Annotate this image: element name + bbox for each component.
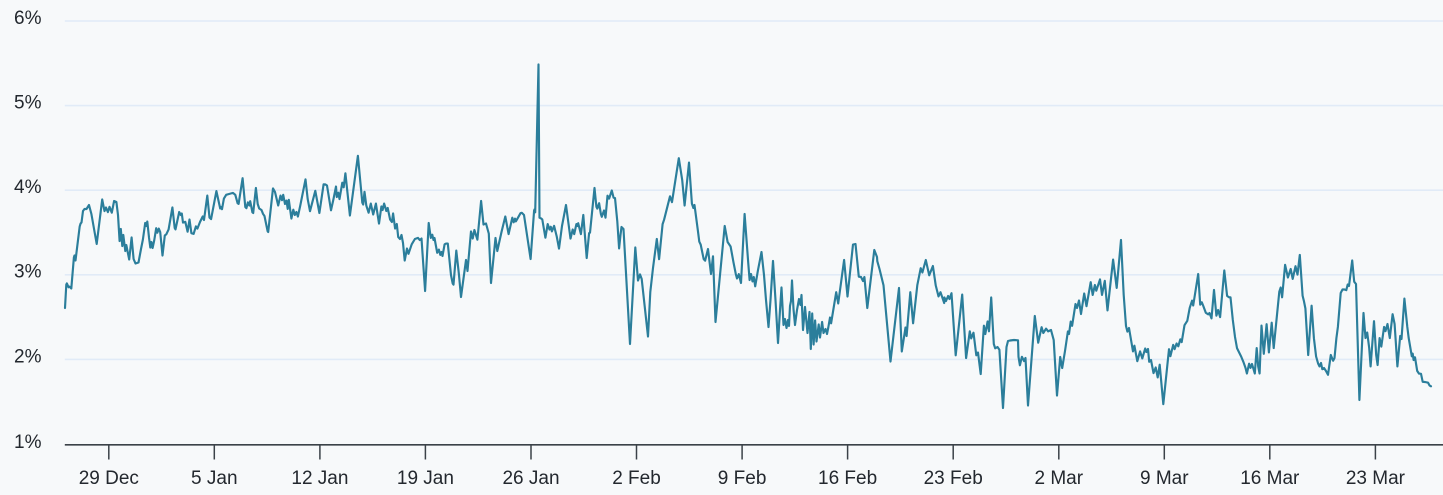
svg-text:2 Mar: 2 Mar: [1035, 468, 1084, 489]
svg-text:3%: 3%: [14, 262, 42, 283]
svg-text:1%: 1%: [14, 432, 42, 453]
svg-text:12 Jan: 12 Jan: [291, 468, 348, 489]
svg-text:6%: 6%: [14, 8, 42, 29]
svg-text:23 Mar: 23 Mar: [1346, 468, 1406, 489]
svg-text:16 Mar: 16 Mar: [1240, 468, 1300, 489]
svg-text:9 Mar: 9 Mar: [1140, 468, 1189, 489]
svg-text:9 Feb: 9 Feb: [718, 468, 767, 489]
svg-text:16 Feb: 16 Feb: [818, 468, 877, 489]
svg-text:2%: 2%: [14, 346, 42, 367]
svg-text:4%: 4%: [14, 177, 42, 198]
svg-text:19 Jan: 19 Jan: [397, 468, 454, 489]
svg-text:5%: 5%: [14, 93, 42, 114]
svg-text:26 Jan: 26 Jan: [502, 468, 559, 489]
svg-text:5 Jan: 5 Jan: [191, 468, 237, 489]
svg-text:29 Dec: 29 Dec: [79, 468, 139, 489]
svg-text:2 Feb: 2 Feb: [612, 468, 661, 489]
svg-text:23 Feb: 23 Feb: [924, 468, 983, 489]
